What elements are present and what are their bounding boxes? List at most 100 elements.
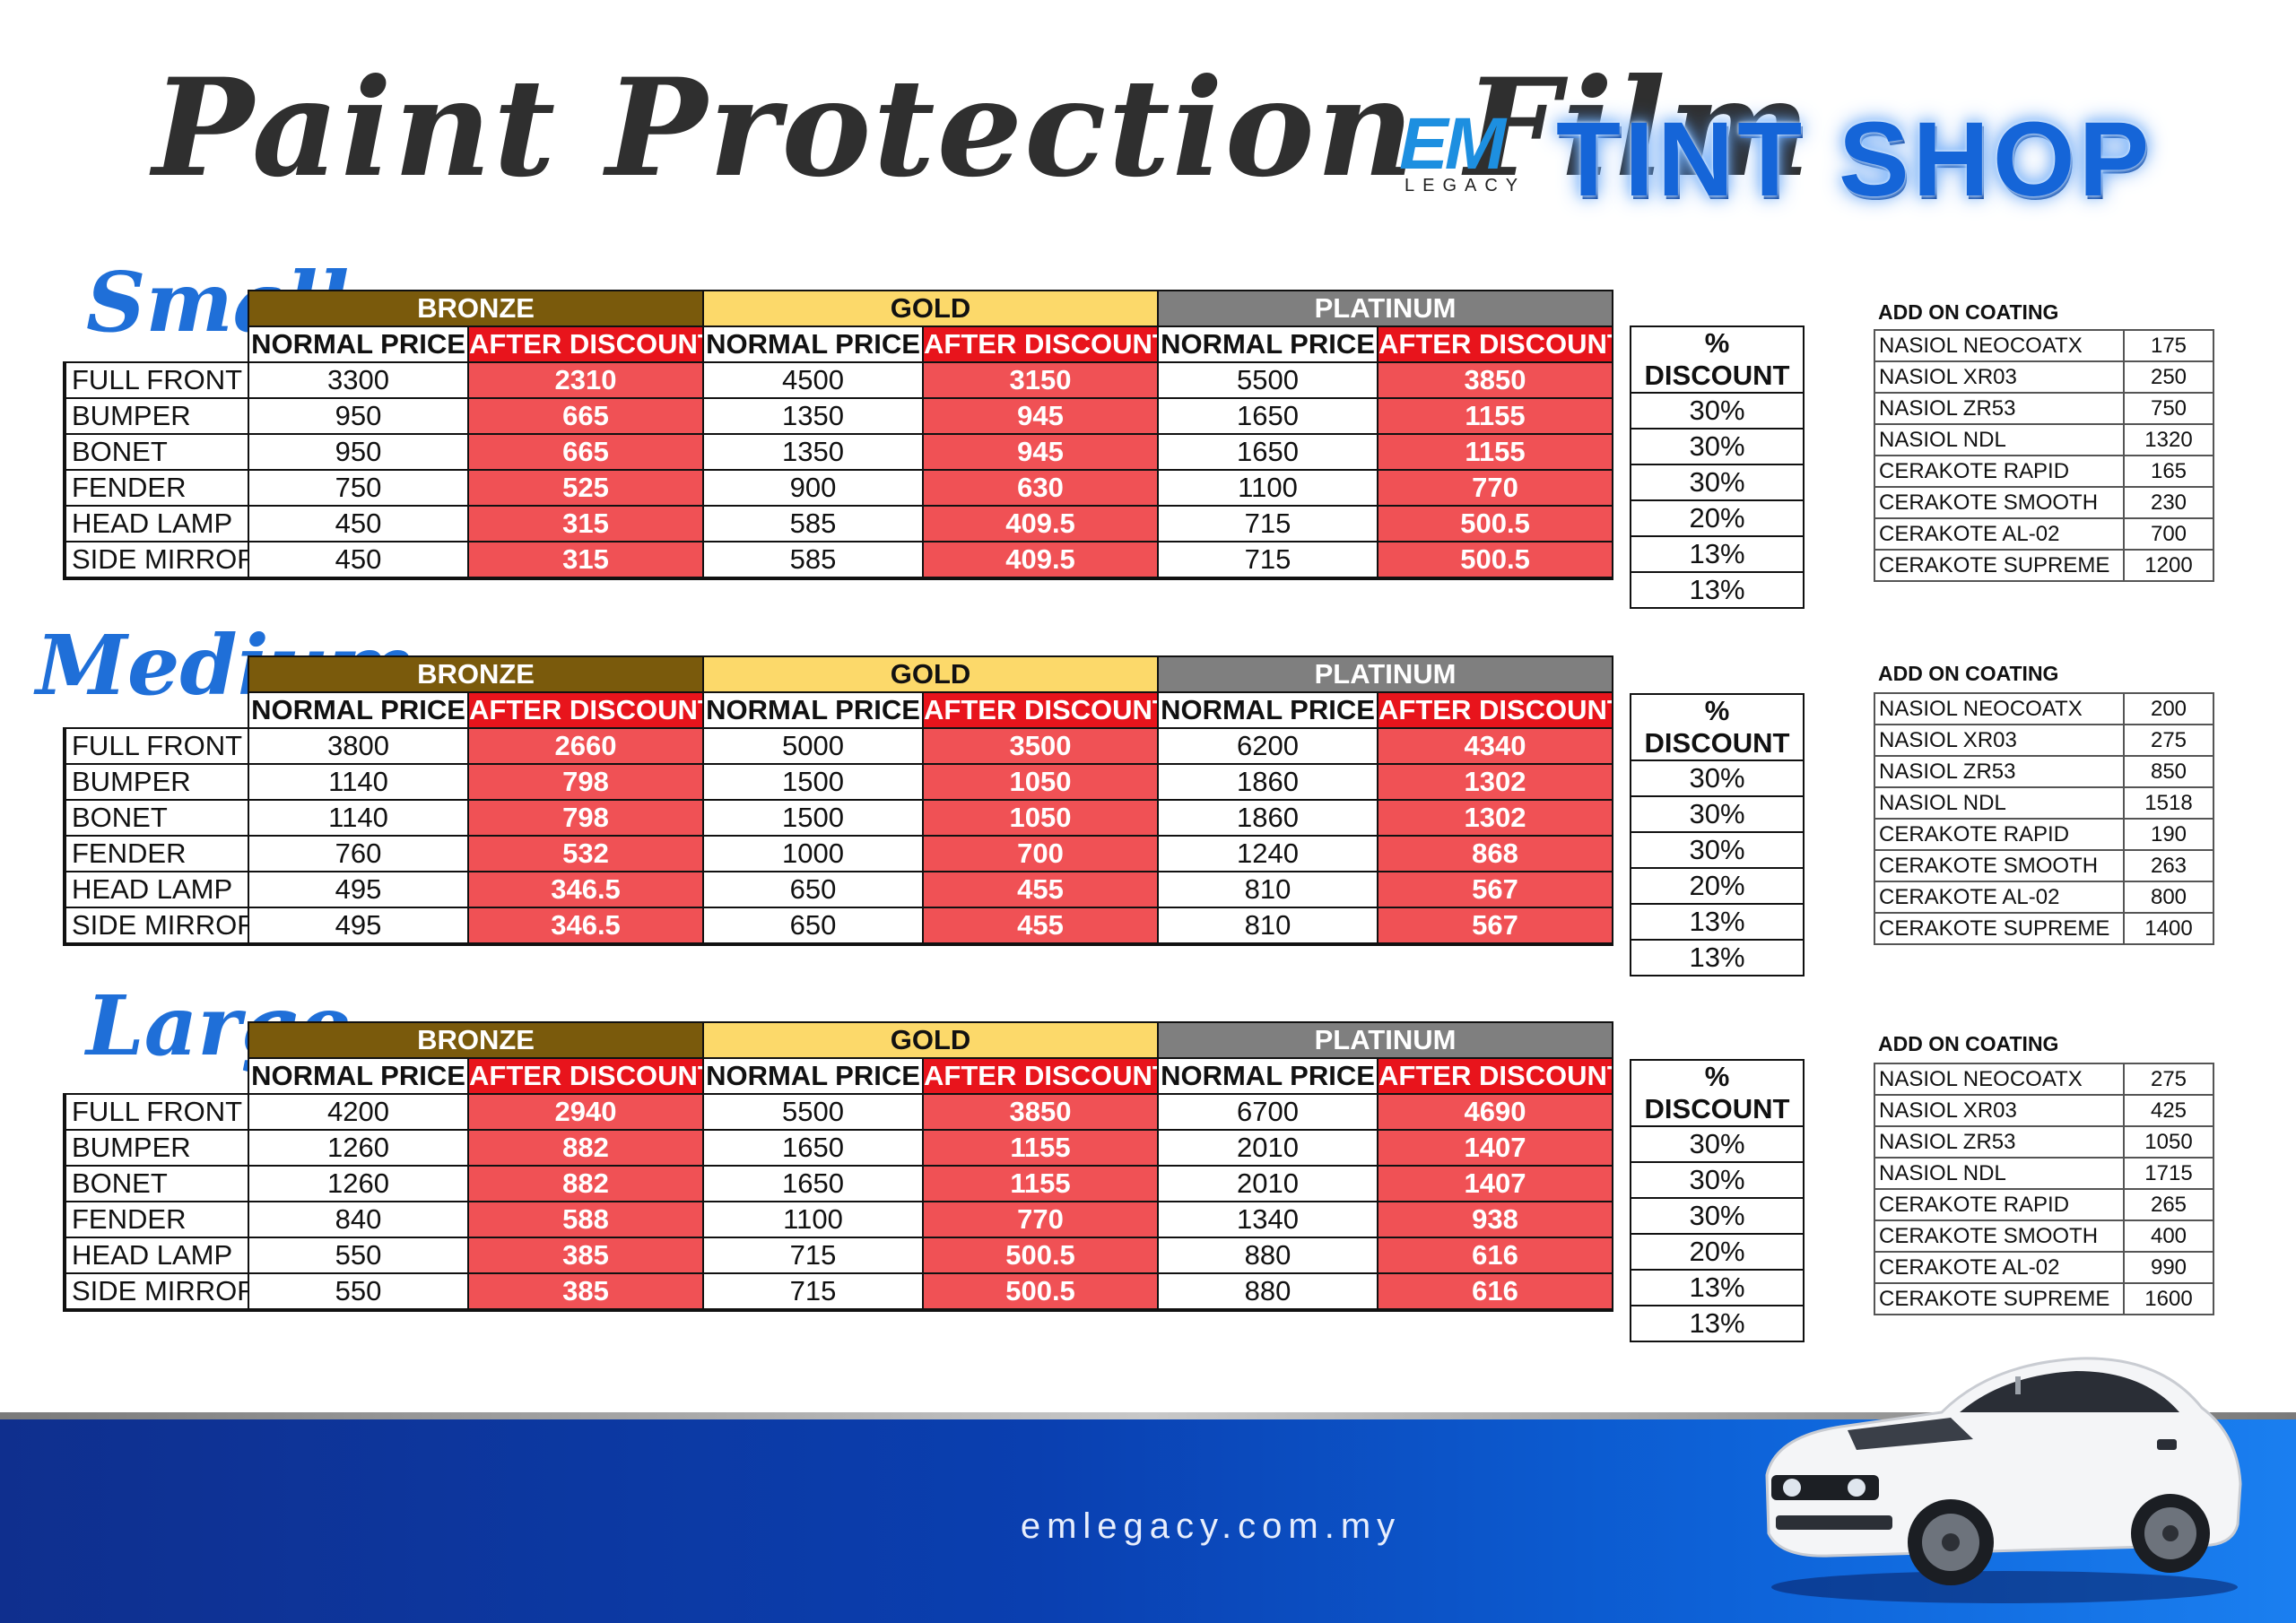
normal-price-header: NORMAL PRICE (1157, 1057, 1379, 1095)
addon-price: 263 (2123, 849, 2214, 882)
addon-name: CERAKOTE RAPID (1874, 455, 2125, 488)
platinum-after-discount: 770 (1377, 469, 1614, 507)
item-name: SIDE MIRROR (63, 907, 249, 946)
platinum-normal-price: 715 (1157, 505, 1379, 542)
addon-row: NASIOL XR03 425 (1874, 1094, 2214, 1127)
discount-row: 30% (1630, 831, 1805, 869)
platinum-normal-price: 1240 (1157, 835, 1379, 872)
item-name: BUMPER (63, 397, 249, 435)
table-row: HEAD LAMP 495 346.5 650 455 810 567 (63, 871, 1614, 908)
bronze-normal-price: 495 (248, 907, 469, 946)
addon-price: 250 (2123, 360, 2214, 394)
discount-value: 13% (1630, 939, 1805, 976)
gold-normal-price: 1000 (702, 835, 925, 872)
discount-row: 13% (1630, 903, 1805, 941)
tier-header-row: BRONZE GOLD PLATINUM (65, 290, 1614, 327)
logo-sub: LEGACY (1405, 176, 1526, 195)
addon-price: 200 (2123, 692, 2214, 725)
addon-price: 400 (2123, 1219, 2214, 1253)
platinum-normal-price: 6200 (1157, 727, 1379, 765)
item-name: FULL FRONT (63, 361, 249, 399)
addon-name: CERAKOTE AL-02 (1874, 1251, 2125, 1284)
addon-name: CERAKOTE SUPREME (1874, 1282, 2125, 1315)
addon-price: 190 (2123, 818, 2214, 851)
platinum-after-discount: 4690 (1377, 1093, 1614, 1131)
discount-row: 30% (1630, 392, 1805, 430)
discount-row: 30% (1630, 759, 1805, 797)
gold-after-discount: 1155 (922, 1129, 1160, 1167)
addon-price: 275 (2123, 724, 2214, 757)
discount-value: 13% (1630, 571, 1805, 609)
platinum-after-discount: 567 (1377, 907, 1614, 946)
item-name: FENDER (63, 469, 249, 507)
table-row: BONET 950 665 1350 945 1650 1155 (63, 433, 1614, 471)
table-row: SIDE MIRROR 450 315 585 409.5 715 500.5 (63, 541, 1614, 580)
platinum-normal-price: 1650 (1157, 397, 1379, 435)
platinum-after-discount: 1407 (1377, 1129, 1614, 1167)
table-row: FENDER 840 588 1100 770 1340 938 (63, 1201, 1614, 1238)
gold-after-discount: 945 (922, 433, 1160, 471)
item-name: HEAD LAMP (63, 871, 249, 908)
table-row: BONET 1260 882 1650 1155 2010 1407 (63, 1165, 1614, 1202)
addon-row: CERAKOTE SUPREME 1400 (1874, 912, 2214, 945)
discount-header-row: % DISCOUNT (1630, 1059, 1805, 1127)
gold-after-discount: 700 (922, 835, 1160, 872)
gold-normal-price: 650 (702, 871, 925, 908)
addon-name: NASIOL XR03 (1874, 1094, 2125, 1127)
discount-value: 20% (1630, 499, 1805, 537)
gold-after-discount: 455 (922, 871, 1160, 908)
item-name: BONET (63, 799, 249, 837)
addon-row: CERAKOTE RAPID 265 (1874, 1188, 2214, 1221)
gold-after-discount: 1050 (922, 799, 1160, 837)
addon-row: NASIOL XR03 250 (1874, 360, 2214, 394)
bronze-normal-price: 840 (248, 1201, 469, 1238)
item-name: FULL FRONT (63, 1093, 249, 1131)
platinum-normal-price: 1650 (1157, 433, 1379, 471)
blank-cell (65, 291, 248, 326)
platinum-normal-price: 1100 (1157, 469, 1379, 507)
addon-price: 425 (2123, 1094, 2214, 1127)
tier-header-bronze: BRONZE (247, 290, 705, 327)
discount-row: 13% (1630, 1305, 1805, 1342)
gold-after-discount: 3850 (922, 1093, 1160, 1131)
price-table-medium: BRONZE GOLD PLATINUM NORMAL PRICE AFTER DISC… (63, 655, 1614, 946)
addon-name: CERAKOTE RAPID (1874, 818, 2125, 851)
addon-price: 1200 (2123, 549, 2214, 582)
item-name: SIDE MIRROR (63, 1272, 249, 1312)
item-name: BONET (63, 433, 249, 471)
platinum-after-discount: 500.5 (1377, 505, 1614, 542)
addon-row: CERAKOTE SUPREME 1600 (1874, 1282, 2214, 1315)
platinum-normal-price: 880 (1157, 1272, 1379, 1312)
bronze-after-discount: 346.5 (466, 907, 705, 946)
addon-price: 990 (2123, 1251, 2214, 1284)
normal-price-header: NORMAL PRICE (702, 691, 925, 729)
platinum-after-discount: 938 (1377, 1201, 1614, 1238)
addon-price: 1050 (2123, 1125, 2214, 1159)
gold-normal-price: 1650 (702, 1129, 925, 1167)
platinum-normal-price: 2010 (1157, 1165, 1379, 1202)
gold-normal-price: 715 (702, 1272, 925, 1312)
addon-row: CERAKOTE SUPREME 1200 (1874, 549, 2214, 582)
addon-name: CERAKOTE SMOOTH (1874, 1219, 2125, 1253)
platinum-normal-price: 5500 (1157, 361, 1379, 399)
blank-cell (65, 1058, 248, 1094)
platinum-after-discount: 1155 (1377, 397, 1614, 435)
blank-cell (65, 692, 248, 728)
addon-price: 165 (2123, 455, 2214, 488)
bronze-after-discount: 798 (466, 763, 705, 801)
addon-row: CERAKOTE AL-02 990 (1874, 1251, 2214, 1284)
addon-name: NASIOL NDL (1874, 1157, 2125, 1190)
discount-value: 20% (1630, 867, 1805, 905)
addon-coating-title: ADD ON COATING (1878, 1032, 2059, 1055)
discount-value: 30% (1630, 464, 1805, 501)
addon-coating-title: ADD ON COATING (1878, 662, 2059, 685)
discount-value: 13% (1630, 903, 1805, 941)
addon-coating-title: ADD ON COATING (1878, 300, 2059, 324)
discount-row: 30% (1630, 428, 1805, 465)
normal-price-header: NORMAL PRICE (1157, 325, 1379, 363)
discount-value: 30% (1630, 1161, 1805, 1199)
bronze-after-discount: 346.5 (466, 871, 705, 908)
gold-normal-price: 650 (702, 907, 925, 946)
discount-header-row: % DISCOUNT (1630, 325, 1805, 394)
addon-row: CERAKOTE RAPID 190 (1874, 818, 2214, 851)
